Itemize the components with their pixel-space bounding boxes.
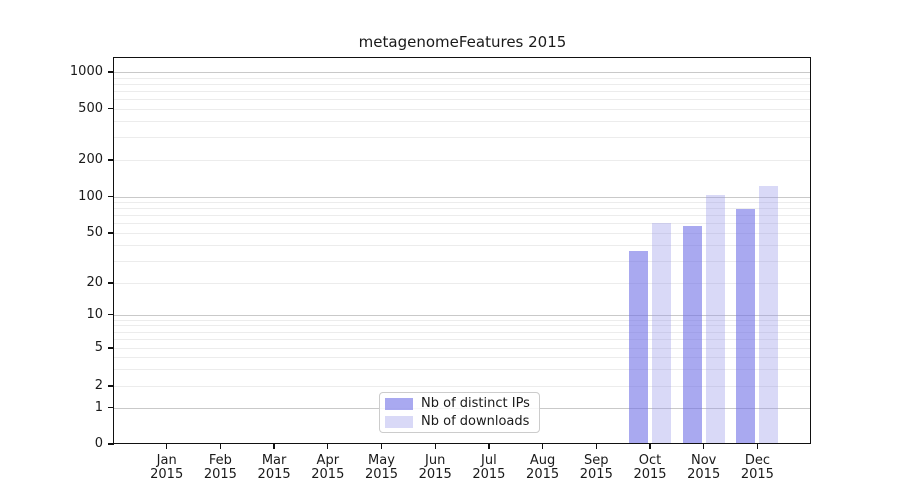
legend-item-downloads: Nb of downloads xyxy=(385,414,539,429)
gridline-minor xyxy=(114,357,810,359)
x-tick-mark xyxy=(541,444,544,449)
bar-distinct-ips-dec xyxy=(736,208,756,444)
y-tick-label: 5 xyxy=(94,340,103,355)
x-tick-mark xyxy=(219,444,222,449)
y-tick-mark xyxy=(108,443,114,445)
legend-item-distinct-ips: Nb of distinct IPs xyxy=(385,396,539,411)
legend-swatch-distinct-ips xyxy=(385,397,413,410)
x-tick-label-aug: Aug 2015 xyxy=(526,453,560,482)
bar-downloads-nov xyxy=(705,195,725,444)
y-tick-mark xyxy=(108,107,114,110)
gridline-minor xyxy=(114,202,810,204)
x-tick-mark xyxy=(380,444,383,449)
plot-border xyxy=(113,57,811,444)
gridline-minor xyxy=(114,283,810,284)
bar-distinct-ips-nov xyxy=(682,226,702,444)
x-tick-label-sep: Sep 2015 xyxy=(579,453,613,482)
x-tick-label-nov: Nov 2015 xyxy=(687,453,721,482)
gridline-minor xyxy=(114,108,810,110)
x-tick-label-dec: Dec 2015 xyxy=(740,453,774,482)
x-tick-mark xyxy=(166,444,168,449)
y-tick-label: 50 xyxy=(86,225,103,240)
x-tick-label-may: May 2015 xyxy=(364,453,399,482)
x-tick-mark xyxy=(649,444,651,449)
x-tick-label-apr: Apr 2015 xyxy=(311,453,345,482)
x-tick-label-jul: Jul 2015 xyxy=(472,453,506,482)
bar-distinct-ips-oct xyxy=(629,250,648,444)
gridline-minor xyxy=(114,369,810,371)
bar-downloads-oct xyxy=(652,222,671,444)
y-tick-mark xyxy=(108,406,114,409)
y-tick-label: 20 xyxy=(86,275,103,290)
y-tick-mark xyxy=(108,232,114,234)
gridline-minor xyxy=(114,233,810,234)
legend-label-downloads: Nb of downloads xyxy=(421,414,530,429)
gridline-minor xyxy=(114,325,810,327)
legend: Nb of distinct IPs Nb of downloads xyxy=(379,392,540,433)
y-tick-label: 1 xyxy=(94,399,103,415)
gridline-minor xyxy=(114,245,810,247)
x-tick-label-jan: Jan 2015 xyxy=(150,453,184,482)
x-tick-label-feb: Feb 2015 xyxy=(203,453,237,482)
x-tick-mark xyxy=(327,444,329,449)
gridline-major xyxy=(114,72,810,73)
legend-label-distinct-ips: Nb of distinct IPs xyxy=(421,396,530,411)
gridline-minor xyxy=(114,386,810,387)
gridline-major xyxy=(114,314,810,316)
x-tick-mark xyxy=(488,444,490,449)
y-tick-label: 0 xyxy=(94,436,103,451)
gridline-minor xyxy=(114,98,810,100)
gridline-minor xyxy=(114,260,810,262)
y-tick-label: 2 xyxy=(94,378,103,393)
y-tick-mark xyxy=(108,159,114,161)
y-tick-mark xyxy=(108,385,114,387)
gridline-minor xyxy=(114,331,810,333)
x-tick-mark xyxy=(273,444,275,449)
gridline-minor xyxy=(114,160,810,161)
gridline-minor xyxy=(114,348,810,349)
y-tick-mark xyxy=(108,71,114,73)
y-tick-mark xyxy=(108,195,114,198)
x-tick-label-jun: Jun 2015 xyxy=(418,453,452,482)
y-tick-label: 100 xyxy=(78,188,103,204)
y-tick-mark xyxy=(108,313,114,316)
y-tick-label: 500 xyxy=(78,100,103,116)
x-tick-label-mar: Mar 2015 xyxy=(257,453,291,482)
x-tick-mark xyxy=(434,444,436,449)
gridline-minor xyxy=(114,121,810,123)
bar-downloads-dec xyxy=(759,186,779,444)
gridline-minor xyxy=(114,137,810,139)
gridline-minor xyxy=(114,90,810,92)
gridline-minor xyxy=(114,77,810,79)
x-tick-mark xyxy=(756,444,759,449)
gridline-minor xyxy=(114,208,810,210)
gridline-minor xyxy=(114,215,810,217)
y-tick-mark xyxy=(108,282,114,284)
y-tick-label: 10 xyxy=(86,306,103,322)
x-tick-mark xyxy=(703,444,705,449)
x-tick-mark xyxy=(595,444,597,449)
legend-swatch-downloads xyxy=(385,415,413,428)
plot-area xyxy=(114,58,810,444)
y-tick-label: 200 xyxy=(78,152,103,167)
gridline-minor xyxy=(114,83,810,85)
y-tick-label: 1000 xyxy=(69,64,103,79)
gridline-major xyxy=(114,196,810,198)
chart-title: metagenomeFeatures 2015 xyxy=(358,33,567,51)
gridline-minor xyxy=(114,319,810,321)
gridline-minor xyxy=(114,339,810,341)
y-tick-mark xyxy=(108,347,114,349)
gridline-minor xyxy=(114,223,810,225)
x-tick-label-oct: Oct 2015 xyxy=(633,453,667,482)
